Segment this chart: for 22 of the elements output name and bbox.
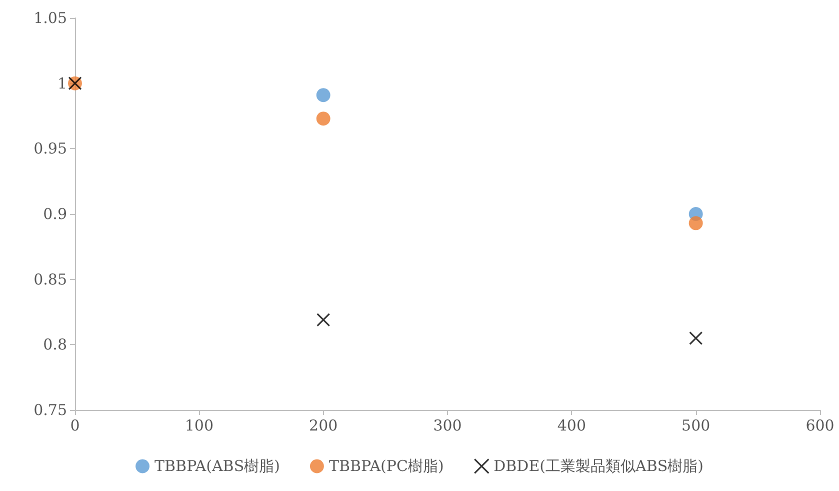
x-tick-label: 300 — [433, 416, 462, 434]
y-tick-label: 1.05 — [34, 9, 67, 27]
x-tick-label: 100 — [184, 416, 214, 434]
y-tick-label: 0.85 — [34, 270, 67, 288]
y-tick-label: 0.95 — [34, 140, 67, 158]
point — [689, 331, 703, 345]
legend-label: TBBPA(PC樹脂) — [328, 457, 444, 476]
x-tick-label: 0 — [70, 416, 80, 434]
y-tick-label: 1 — [57, 74, 67, 92]
y-tick-label: 0.8 — [43, 336, 67, 354]
x-tick-label: 500 — [682, 416, 710, 434]
point — [316, 112, 330, 126]
x-tick-label: 200 — [309, 416, 338, 434]
y-tick-label: 0.9 — [43, 205, 67, 223]
x-tick-label: 400 — [557, 416, 586, 434]
legend-label: TBBPA(ABS樹脂) — [154, 457, 280, 476]
point — [316, 313, 330, 327]
point — [688, 216, 703, 230]
x-tick-label: 600 — [806, 416, 834, 434]
legend-label: DBDE(工業製品類似ABS樹脂) — [494, 457, 704, 476]
point — [316, 88, 330, 102]
y-tick-label: 0.75 — [34, 401, 67, 419]
